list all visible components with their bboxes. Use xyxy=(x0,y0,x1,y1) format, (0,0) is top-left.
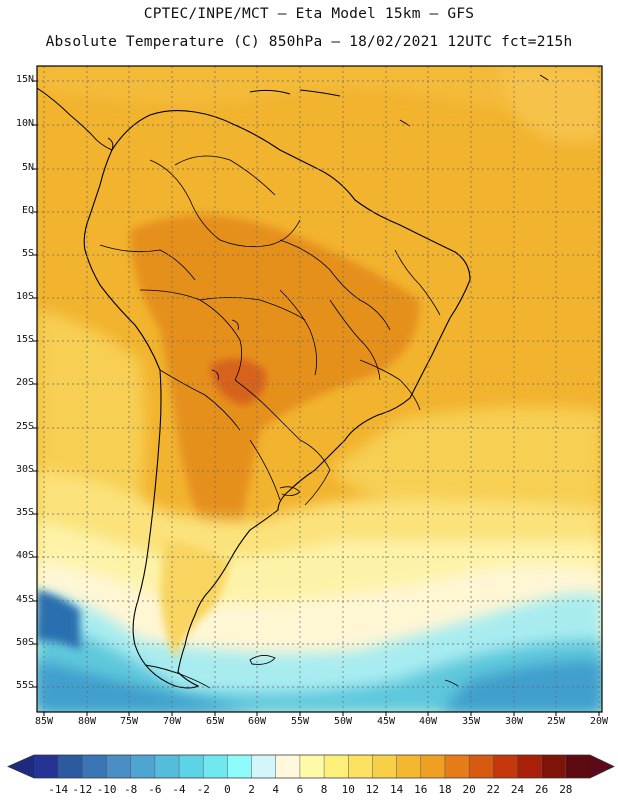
colorbar-swatch xyxy=(251,755,277,778)
colorbar-tick-label: 26 xyxy=(535,783,549,796)
lon-label: 70W xyxy=(162,716,182,727)
colorbar-swatch xyxy=(58,755,83,778)
lon-label: 25W xyxy=(546,716,566,727)
temperature-field xyxy=(37,66,602,712)
colorbar-swatch xyxy=(82,755,107,778)
lon-label: 20W xyxy=(589,716,609,727)
lat-label: 15S xyxy=(15,334,34,345)
lat-label: 5S xyxy=(21,248,34,259)
colorbar-swatch xyxy=(396,755,422,778)
colorbar-tick-label: 28 xyxy=(559,783,573,796)
lon-label: 75W xyxy=(119,716,139,727)
colorbar-swatch xyxy=(227,755,252,778)
lat-label: 45S xyxy=(15,594,34,605)
colorbar-swatch xyxy=(493,755,518,778)
lon-label: 50W xyxy=(333,716,353,727)
colorbar-swatch xyxy=(348,755,373,778)
graticule xyxy=(37,66,602,712)
lat-label: 50S xyxy=(15,637,34,648)
lat-label: 30S xyxy=(15,464,34,475)
colorbar-tick-label: 12 xyxy=(365,783,380,796)
colorbar-swatch xyxy=(275,755,301,778)
lon-label: 65W xyxy=(205,716,225,727)
lon-label: 40W xyxy=(418,716,438,727)
colorbar xyxy=(7,754,615,779)
colorbar-tick-label: -8 xyxy=(124,783,138,796)
colorbar-tick-label: 0 xyxy=(224,783,231,796)
map-title-line-2: Absolute Temperature (C) 850hPa – 18/02/… xyxy=(45,34,573,50)
axis-ticks xyxy=(33,80,600,716)
colorbar-tick-label: 8 xyxy=(320,783,328,796)
lon-label: 85W xyxy=(34,716,54,727)
lon-label: 45W xyxy=(376,716,396,727)
colorbar-tick-label: 24 xyxy=(510,783,525,796)
colorbar-right-arrow xyxy=(590,755,614,778)
lat-label: 55S xyxy=(15,680,34,691)
country-borders xyxy=(99,155,441,506)
colorbar-tick-label: -14 xyxy=(48,783,69,796)
colorbar-swatch xyxy=(517,755,543,778)
colorbar-tick-label: -6 xyxy=(148,783,162,796)
colorbar-swatch xyxy=(469,755,494,778)
colorbar-tick-label: 16 xyxy=(414,783,428,796)
lon-label: 35W xyxy=(461,716,481,727)
colorbar-swatch xyxy=(565,755,591,778)
lon-label: 30W xyxy=(504,716,524,727)
colorbar-tick-label: -10 xyxy=(96,783,117,796)
central-america-coastline xyxy=(37,87,114,151)
lon-label: 60W xyxy=(247,716,267,727)
colorbar-swatch xyxy=(203,755,228,778)
lat-label: 40S xyxy=(15,550,34,561)
colorbar-swatch xyxy=(154,755,180,778)
colorbar-tick-label: -4 xyxy=(172,783,186,796)
colorbar-tick-label: 18 xyxy=(438,783,452,796)
colorbar-swatch xyxy=(420,755,446,778)
colorbar-tick-label: 14 xyxy=(389,783,404,796)
colorbar-swatch xyxy=(541,755,567,778)
colorbar-tick-label: 10 xyxy=(341,783,355,796)
colorbar-tick-label: 20 xyxy=(462,783,476,796)
colorbar-swatch xyxy=(444,755,470,778)
lat-label: 25S xyxy=(15,421,34,432)
colorbar-tick-label: 22 xyxy=(486,783,500,796)
colorbar-tick-label: 6 xyxy=(296,783,304,796)
map-frame xyxy=(36,65,603,713)
colorbar-left-arrow xyxy=(8,755,34,778)
colorbar-tick-label: -2 xyxy=(196,783,210,796)
lat-label: 35S xyxy=(15,507,34,518)
colorbar-tick-label: -12 xyxy=(72,783,93,796)
colorbar-swatch xyxy=(299,755,325,778)
colorbar-swatch xyxy=(179,755,204,778)
lat-label: 15N xyxy=(15,74,34,85)
lon-label: 80W xyxy=(77,716,97,727)
lat-label: 10S xyxy=(15,291,34,302)
lat-label: 5N xyxy=(21,162,34,173)
colorbar-swatch xyxy=(324,755,349,778)
colorbar-swatch xyxy=(130,755,156,778)
colorbar-swatch xyxy=(34,755,59,778)
lat-label: 20S xyxy=(15,377,34,388)
lon-label: 55W xyxy=(290,716,310,727)
lat-label: 10N xyxy=(15,118,34,129)
colorbar-tick-label: 4 xyxy=(272,783,280,796)
colorbar-tick-label: 2 xyxy=(248,783,255,796)
lat-label: EQ xyxy=(21,205,34,216)
colorbar-swatch xyxy=(372,755,398,778)
map-title-line-1: CPTEC/INPE/MCT – Eta Model 15km – GFS xyxy=(143,6,475,22)
colorbar-swatch xyxy=(106,755,132,778)
south-america-coastline xyxy=(83,109,471,689)
